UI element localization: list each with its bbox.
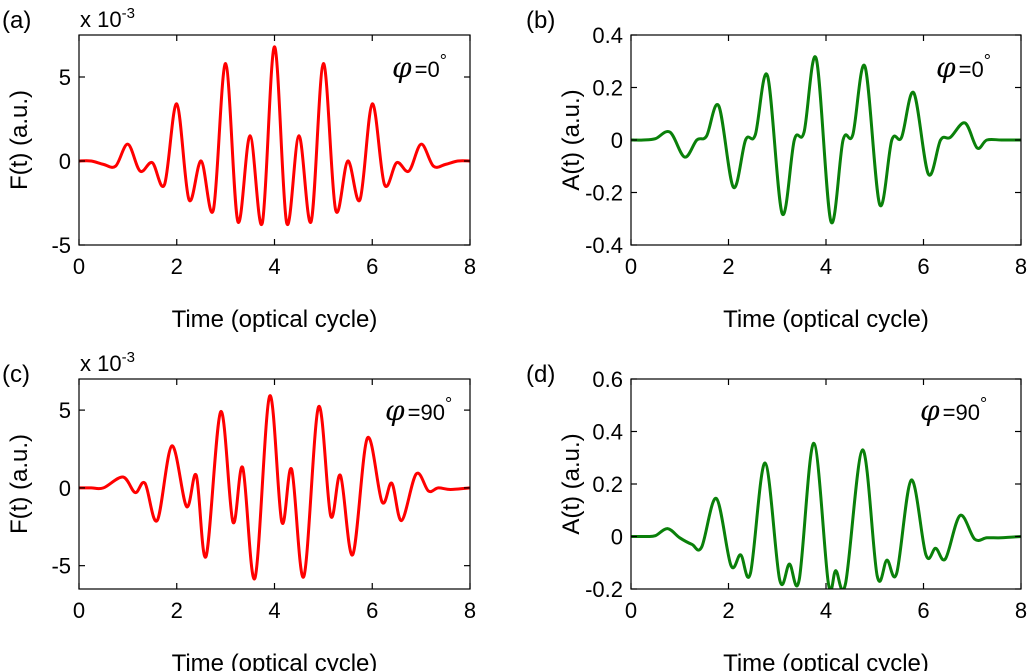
x-tick-label: 4 — [820, 598, 832, 623]
phase-annotation: φ =90° — [385, 394, 452, 427]
phase-value: =0 — [959, 57, 984, 82]
x-tick-label: 2 — [171, 598, 183, 623]
series-line — [631, 441, 1021, 589]
x-tick-label: 6 — [917, 598, 929, 623]
y-tick-label: -0.2 — [585, 577, 623, 602]
y-tick-label: -5 — [51, 554, 71, 579]
x-axis-label: Time (optical cycle) — [172, 306, 378, 333]
x-tick-label: 8 — [1015, 254, 1027, 279]
phi-symbol: φ — [936, 51, 956, 84]
phase-value: =0 — [415, 57, 440, 82]
degree-sign: ° — [980, 394, 987, 414]
phase-annotation: φ =0° — [936, 51, 991, 84]
x-tick-label: 8 — [464, 598, 476, 623]
y-tick-label: 0 — [59, 149, 71, 174]
degree-sign: ° — [445, 394, 452, 414]
y-tick-label: 0.2 — [592, 472, 623, 497]
series-line — [79, 394, 470, 581]
x-tick-label: 0 — [73, 598, 85, 623]
x-tick-label: 2 — [722, 598, 734, 623]
y-axis-label: A(t) (a.u.) — [558, 433, 585, 534]
panel-label: (a) — [2, 7, 31, 34]
phi-symbol: φ — [385, 394, 405, 427]
x-axis-label: Time (optical cycle) — [172, 650, 378, 671]
scale-exponent: -3 — [122, 5, 135, 22]
y-tick-label: -0.4 — [585, 233, 623, 258]
x-tick-label: 6 — [366, 598, 378, 623]
degree-sign: ° — [440, 51, 447, 71]
phi-symbol: φ — [392, 51, 412, 84]
degree-sign: ° — [984, 51, 991, 71]
scale-base: x 10 — [80, 7, 122, 32]
x-tick-label: 8 — [464, 254, 476, 279]
y-tick-label: 0.4 — [592, 420, 623, 445]
x-tick-label: 8 — [1015, 598, 1027, 623]
y-tick-label: 0 — [611, 525, 623, 550]
x-tick-label: 6 — [917, 254, 929, 279]
panel-label: (c) — [2, 361, 30, 388]
y-tick-label: 0.2 — [592, 76, 623, 101]
x-tick-label: 4 — [268, 254, 280, 279]
x-axis-label: Time (optical cycle) — [723, 306, 929, 333]
panel-b-group: 0 2 4 6 8 -0.4 -0.2 0 0.2 0.4 Time (optical cycle)… — [526, 7, 1027, 333]
y-axis-label: A(t) (a.u.) — [558, 89, 585, 190]
scale-note: x 10-3 — [80, 349, 135, 376]
x-tick-label: 0 — [625, 598, 637, 623]
y-tick-label: -0.2 — [585, 181, 623, 206]
y-axis-label: F(t) (a.u.) — [6, 90, 33, 190]
phase-annotation: φ =90° — [920, 394, 987, 427]
series-line — [79, 45, 470, 227]
x-tick-label: 2 — [722, 254, 734, 279]
x-tick-label: 0 — [625, 254, 637, 279]
phase-value: =90 — [408, 400, 445, 425]
x-tick-label: 4 — [268, 598, 280, 623]
y-tick-label: -5 — [51, 233, 71, 258]
scale-base: x 10 — [80, 351, 122, 376]
series-line — [631, 55, 1021, 225]
x-tick-label: 6 — [366, 254, 378, 279]
y-tick-label: 0.4 — [592, 23, 623, 48]
y-tick-label: 0 — [611, 128, 623, 153]
panel-label: (d) — [526, 361, 555, 388]
x-tick-label: 2 — [171, 254, 183, 279]
y-tick-label: 5 — [59, 398, 71, 423]
y-axis-label: F(t) (a.u.) — [6, 434, 33, 534]
phi-symbol: φ — [920, 394, 940, 427]
y-tick-label: 0.6 — [592, 367, 623, 392]
x-axis-label: Time (optical cycle) — [723, 650, 929, 671]
phase-annotation: φ =0° — [392, 51, 447, 84]
y-tick-label: 5 — [59, 65, 71, 90]
scale-note: x 10-3 — [80, 5, 135, 32]
x-tick-label: 4 — [820, 254, 832, 279]
y-tick-label: 0 — [59, 476, 71, 501]
phase-value: =90 — [943, 400, 980, 425]
scale-exponent: -3 — [122, 349, 135, 366]
x-tick-label: 0 — [73, 254, 85, 279]
panel-label: (b) — [526, 7, 555, 34]
